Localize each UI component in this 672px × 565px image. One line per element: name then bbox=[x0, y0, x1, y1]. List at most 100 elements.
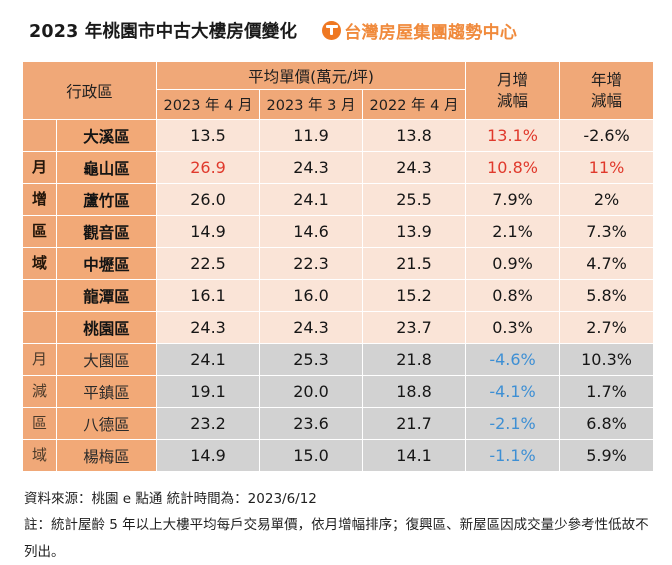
header-mom-line1: 月增 bbox=[497, 71, 529, 90]
yoy-change-cell: 2.7% bbox=[559, 311, 655, 344]
header-mom: 月增 減幅 bbox=[465, 61, 561, 120]
price-2023-04-cell: 26.0 bbox=[156, 183, 261, 216]
mom-change-cell: -4.6% bbox=[465, 343, 561, 376]
section-label-cell: 區 bbox=[22, 215, 57, 248]
yoy-change-cell: 5.8% bbox=[559, 279, 655, 312]
price-2023-03-cell: 20.0 bbox=[259, 375, 364, 408]
mom-change-cell: 7.9% bbox=[465, 183, 561, 216]
district-name-cell: 楊梅區 bbox=[55, 439, 158, 472]
mom-change-cell: -1.1% bbox=[465, 439, 561, 472]
header-mom-line2: 減幅 bbox=[497, 91, 529, 110]
yoy-change-cell: -2.6% bbox=[559, 119, 655, 152]
price-2023-03-cell: 16.0 bbox=[259, 279, 364, 312]
table-row: 減平鎮區 19.1 20.0 18.8 -4.1% 1.7% bbox=[22, 375, 655, 408]
yoy-change-cell: 4.7% bbox=[559, 247, 655, 280]
section-label-cell: 域 bbox=[22, 439, 57, 472]
section-label-cell bbox=[22, 119, 57, 152]
mom-change-cell: 0.3% bbox=[465, 311, 561, 344]
price-2023-04-cell: 22.5 bbox=[156, 247, 261, 280]
yoy-change-cell: 2% bbox=[559, 183, 655, 216]
footnote-note: 註：統計屋齡 5 年以上大樓平均每戶交易單價，依月增幅排序；復興區、新屋區因成交… bbox=[24, 517, 649, 560]
price-2023-03-cell: 24.3 bbox=[259, 151, 364, 184]
district-name-cell: 龍潭區 bbox=[55, 279, 158, 312]
price-2022-04-cell: 24.3 bbox=[362, 151, 467, 184]
district-name-cell: 觀音區 bbox=[55, 215, 158, 248]
price-2023-03-cell: 22.3 bbox=[259, 247, 364, 280]
district-name-cell: 平鎮區 bbox=[55, 375, 158, 408]
price-2023-03-cell: 11.9 bbox=[259, 119, 364, 152]
price-2023-04-cell: 16.1 bbox=[156, 279, 261, 312]
price-2023-04-cell: 13.5 bbox=[156, 119, 261, 152]
table-row: 月龜山區 26.9 24.3 24.3 10.8% 11% bbox=[22, 151, 655, 184]
price-2023-04-cell: 14.9 bbox=[156, 215, 261, 248]
table-row: 區八德區 23.2 23.6 21.7 -2.1% 6.8% bbox=[22, 407, 655, 440]
yoy-change-cell: 7.3% bbox=[559, 215, 655, 248]
section-label-cell: 減 bbox=[22, 375, 57, 408]
header-yoy: 年增 減幅 bbox=[559, 61, 655, 120]
table-row: 大溪區 13.5 11.9 13.8 13.1% -2.6% bbox=[22, 119, 655, 152]
mom-change-cell: -2.1% bbox=[465, 407, 561, 440]
price-2022-04-cell: 21.8 bbox=[362, 343, 467, 376]
price-2022-04-cell: 25.5 bbox=[362, 183, 467, 216]
table-row: 域楊梅區 14.9 15.0 14.1 -1.1% 5.9% bbox=[22, 439, 655, 472]
district-name-cell: 大溪區 bbox=[55, 119, 158, 152]
price-2023-03-cell: 14.6 bbox=[259, 215, 364, 248]
footnotes: 資料來源：桃園 e 點通 統計時間為：2023/6/12 註：統計屋齡 5 年以… bbox=[24, 486, 654, 565]
mom-change-cell: 0.8% bbox=[465, 279, 561, 312]
circle-t-logo-icon bbox=[322, 20, 342, 40]
price-2023-04-cell: 26.9 bbox=[156, 151, 261, 184]
price-2022-04-cell: 18.8 bbox=[362, 375, 467, 408]
page-header: 2023 年桃園市中古大樓房價變化 台灣房屋集團趨勢中心 bbox=[0, 0, 672, 60]
price-2023-04-cell: 14.9 bbox=[156, 439, 261, 472]
section-label-cell: 月 bbox=[22, 343, 57, 376]
table-row: 龍潭區 16.1 16.0 15.2 0.8% 5.8% bbox=[22, 279, 655, 312]
district-name-cell: 桃園區 bbox=[55, 311, 158, 344]
price-2023-03-cell: 25.3 bbox=[259, 343, 364, 376]
yoy-change-cell: 11% bbox=[559, 151, 655, 184]
mom-change-cell: 2.1% bbox=[465, 215, 561, 248]
price-2022-04-cell: 23.7 bbox=[362, 311, 467, 344]
brand-logo: 台灣房屋集團趨勢中心 bbox=[322, 18, 517, 43]
price-2023-04-cell: 19.1 bbox=[156, 375, 261, 408]
section-label-cell: 域 bbox=[22, 247, 57, 280]
price-2023-03-cell: 24.3 bbox=[259, 311, 364, 344]
section-label-cell: 區 bbox=[22, 407, 57, 440]
mom-change-cell: -4.1% bbox=[465, 375, 561, 408]
yoy-change-cell: 6.8% bbox=[559, 407, 655, 440]
yoy-change-cell: 1.7% bbox=[559, 375, 655, 408]
brand-name: 台灣房屋集團趨勢中心 bbox=[344, 22, 518, 43]
table-body: 大溪區 13.5 11.9 13.8 13.1% -2.6% 月龜山區 26.9 24.3 24.… bbox=[22, 119, 655, 472]
mom-change-cell: 10.8% bbox=[465, 151, 561, 184]
mom-change-cell: 13.1% bbox=[465, 119, 561, 152]
footnote-source: 資料來源：桃園 e 點通 統計時間為：2023/6/12 bbox=[24, 491, 317, 507]
header-col-2023-04: 2023 年 4 月 bbox=[156, 89, 261, 120]
price-change-table: 行政區 平均單價(萬元/坪) 月增 減幅 年增 減幅 2023 年 4 月 20… bbox=[21, 61, 655, 472]
header-yoy-line1: 年增 bbox=[591, 71, 623, 90]
header-yoy-line2: 減幅 bbox=[591, 91, 623, 110]
section-label-cell: 月 bbox=[22, 151, 57, 184]
district-name-cell: 八德區 bbox=[55, 407, 158, 440]
price-table-container: 行政區 平均單價(萬元/坪) 月增 減幅 年增 減幅 2023 年 4 月 20… bbox=[21, 61, 655, 472]
section-label-cell: 增 bbox=[22, 183, 57, 216]
district-name-cell: 中壢區 bbox=[55, 247, 158, 280]
district-name-cell: 大園區 bbox=[55, 343, 158, 376]
district-name-cell: 蘆竹區 bbox=[55, 183, 158, 216]
table-row: 域中壢區 22.5 22.3 21.5 0.9% 4.7% bbox=[22, 247, 655, 280]
table-row: 月大園區 24.1 25.3 21.8 -4.6% 10.3% bbox=[22, 343, 655, 376]
price-2023-04-cell: 24.3 bbox=[156, 311, 261, 344]
yoy-change-cell: 10.3% bbox=[559, 343, 655, 376]
table-head: 行政區 平均單價(萬元/坪) 月增 減幅 年增 減幅 2023 年 4 月 20… bbox=[21, 61, 655, 120]
price-2022-04-cell: 21.5 bbox=[362, 247, 467, 280]
table-row: 桃園區 24.3 24.3 23.7 0.3% 2.7% bbox=[22, 311, 655, 344]
price-2023-04-cell: 23.2 bbox=[156, 407, 261, 440]
price-2022-04-cell: 15.2 bbox=[362, 279, 467, 312]
table-row: 區觀音區 14.9 14.6 13.9 2.1% 7.3% bbox=[22, 215, 655, 248]
mom-change-cell: 0.9% bbox=[465, 247, 561, 280]
price-2022-04-cell: 13.9 bbox=[362, 215, 467, 248]
header-row-top: 行政區 平均單價(萬元/坪) 月增 減幅 年增 減幅 bbox=[21, 61, 655, 120]
section-label-cell bbox=[22, 279, 57, 312]
price-2023-03-cell: 24.1 bbox=[259, 183, 364, 216]
header-district: 行政區 bbox=[21, 61, 158, 120]
price-2023-04-cell: 24.1 bbox=[156, 343, 261, 376]
table-row: 增蘆竹區 26.0 24.1 25.5 7.9% 2% bbox=[22, 183, 655, 216]
